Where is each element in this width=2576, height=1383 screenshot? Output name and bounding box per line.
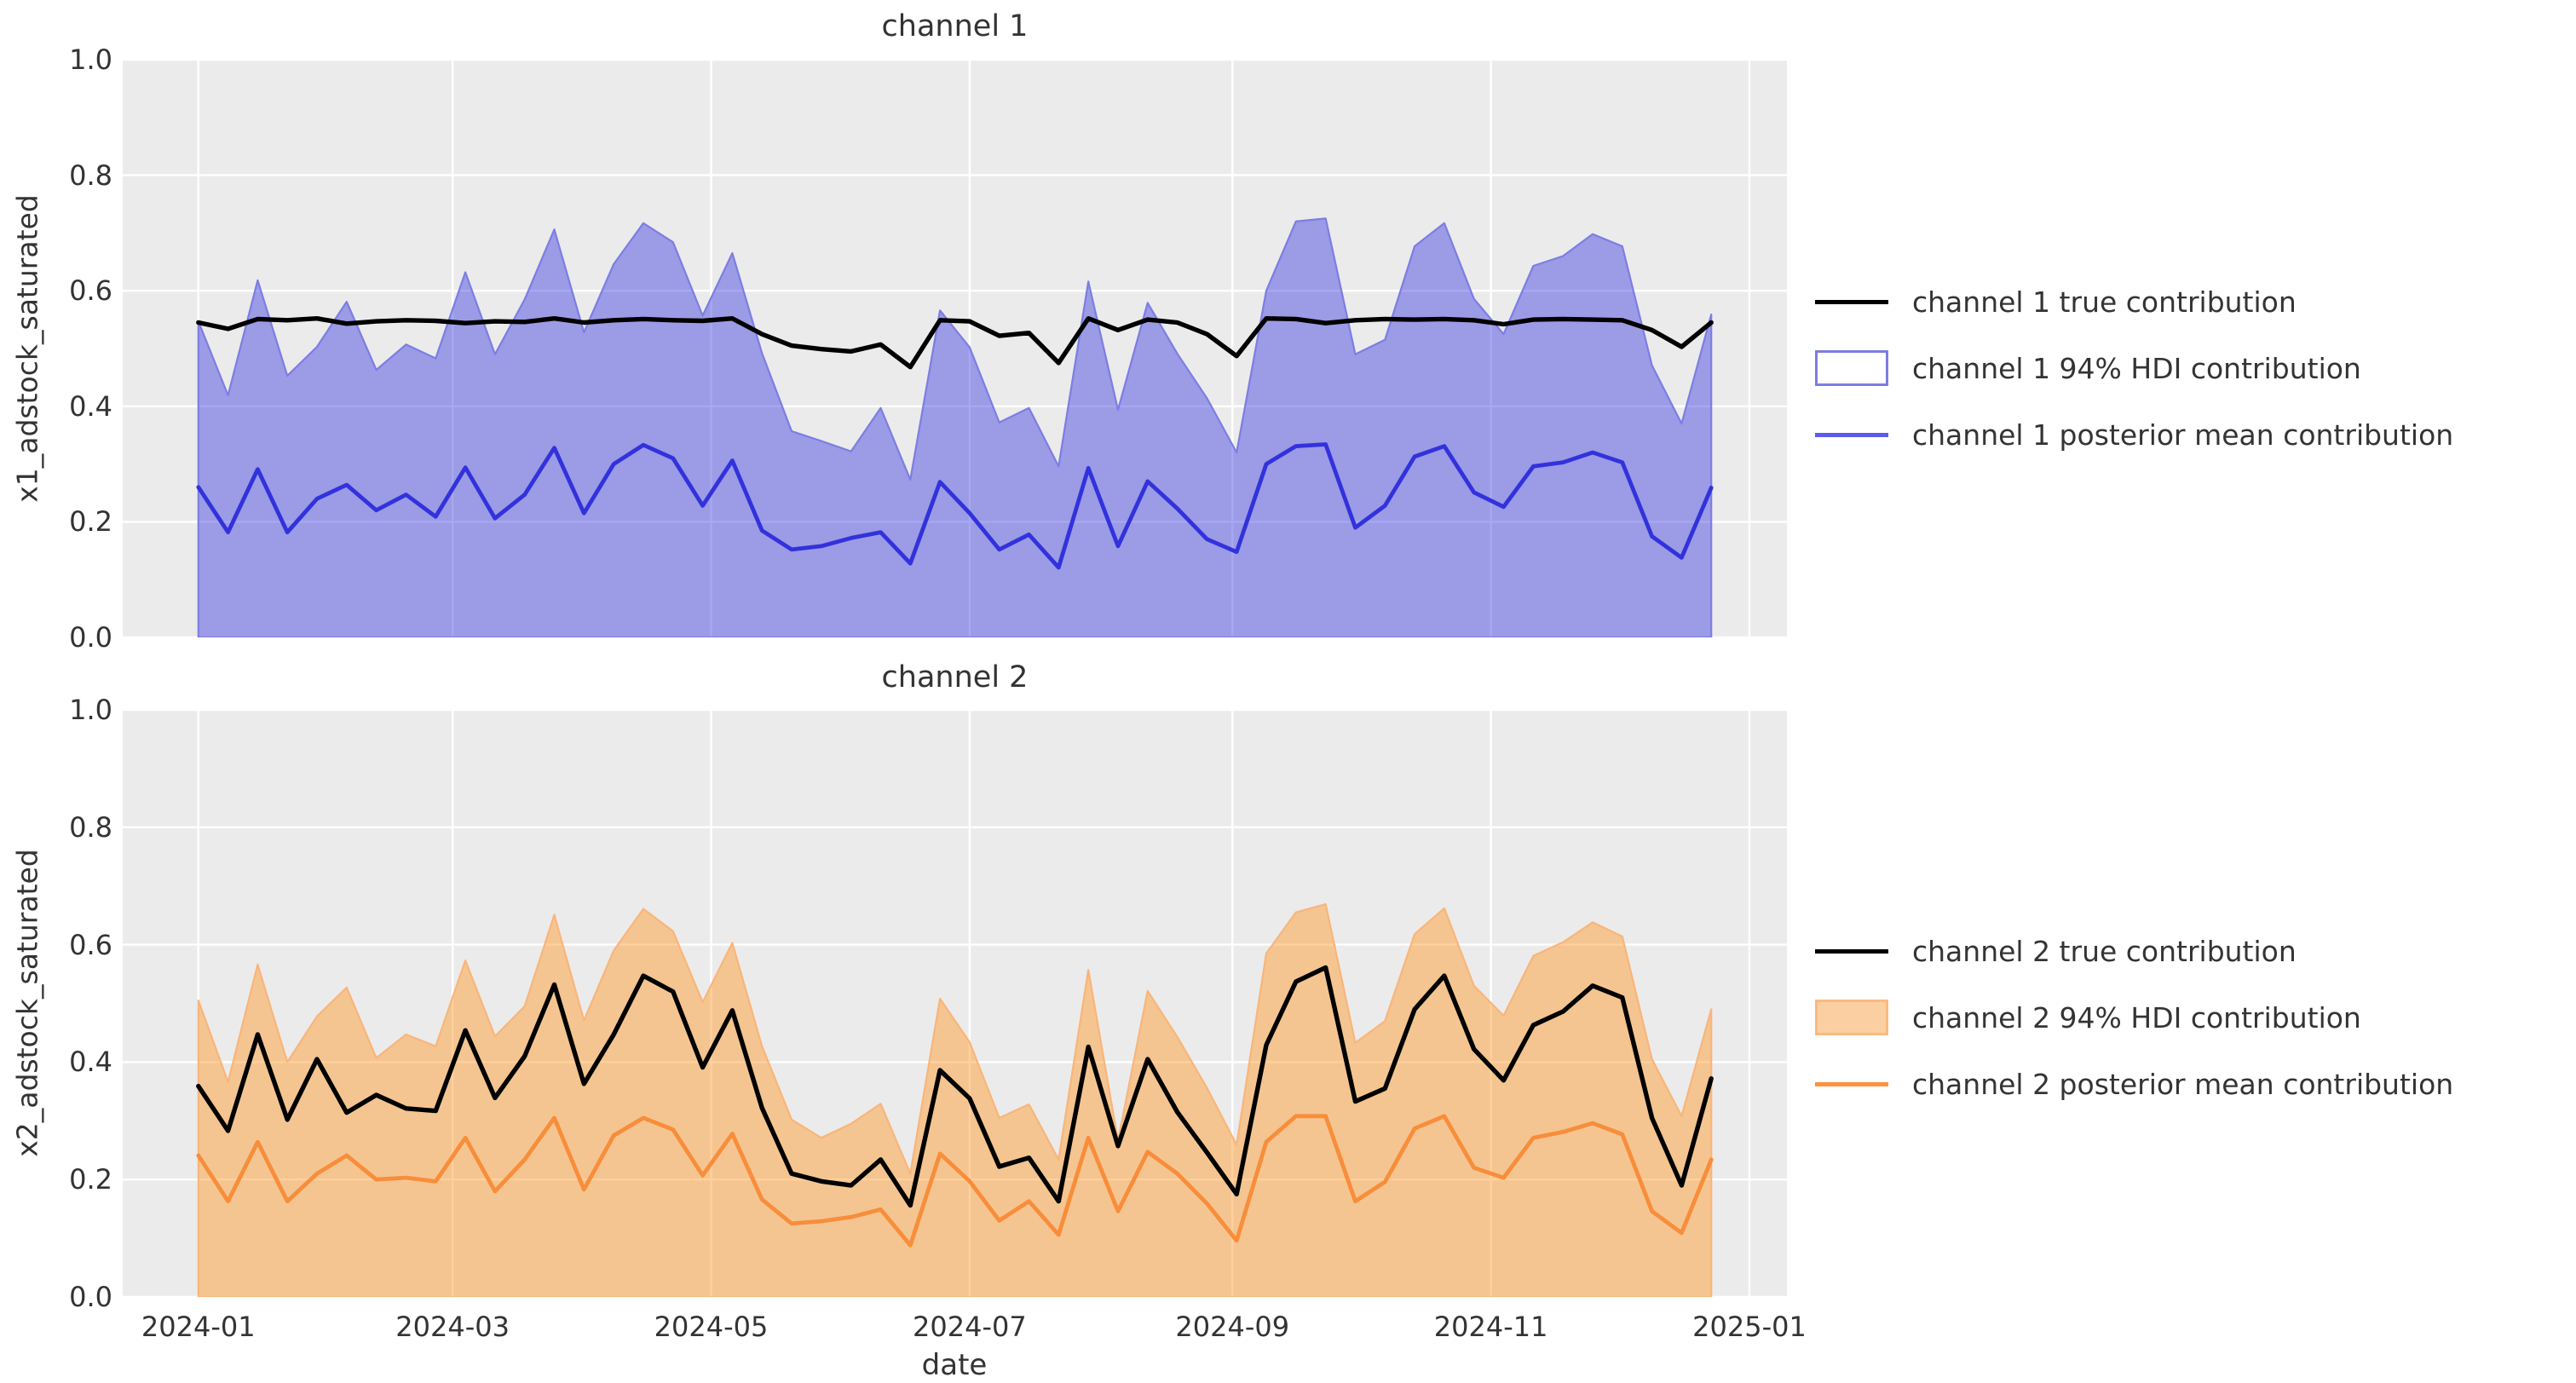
legend-item-posterior-mean-contribution: channel 2 posterior mean contribution xyxy=(1815,1051,2453,1117)
legend-label: channel 1 posterior mean contribution xyxy=(1912,418,2454,452)
chart2-plot-area xyxy=(123,710,1787,1297)
chart2-title: channel 2 xyxy=(881,660,1029,694)
y-tick-label: 0.0 xyxy=(69,1281,112,1313)
x-tick-label: 2024-11 xyxy=(1433,1311,1548,1343)
legend-label: channel 2 true contribution xyxy=(1912,934,2297,968)
y-tick-label: 0.8 xyxy=(69,158,112,192)
y-tick-label: 1.0 xyxy=(69,43,112,76)
y-tick-label: 0.6 xyxy=(69,928,112,961)
x-tick-label: 2025-01 xyxy=(1692,1311,1807,1343)
orange-line-sample-icon xyxy=(1815,1081,1888,1086)
chart1-plot-area xyxy=(123,60,1787,637)
y-tick-label: 0.0 xyxy=(69,621,112,654)
hdi-band-swatch-icon xyxy=(1815,1000,1888,1035)
y-tick-label: 0.8 xyxy=(69,810,112,844)
chart2-legend: channel 2 true contribution channel 2 94… xyxy=(1815,918,2453,1117)
legend-item-true-contribution: channel 1 true contribution xyxy=(1815,268,2453,335)
chart2-y-axis-label: x2_adstock_saturated xyxy=(10,849,44,1157)
x-tick-label: 2024-05 xyxy=(654,1311,769,1343)
chart1-title: channel 1 xyxy=(881,9,1029,43)
chart1-legend: channel 1 true contribution channel 1 94… xyxy=(1815,268,2453,468)
legend-label: channel 2 posterior mean contribution xyxy=(1912,1067,2454,1101)
legend-item-hdi-contribution: channel 2 94% HDI contribution xyxy=(1815,984,2453,1051)
x-tick-label: 2024-09 xyxy=(1175,1311,1290,1343)
x-tick-label: 2024-01 xyxy=(141,1311,256,1343)
x-axis-label: date xyxy=(921,1348,988,1382)
legend-item-posterior-mean-contribution: channel 1 posterior mean contribution xyxy=(1815,401,2453,468)
x-tick-label: 2024-07 xyxy=(913,1311,1027,1343)
chart1-y-axis-label: x1_adstock_saturated xyxy=(10,194,44,503)
y-tick-label: 1.0 xyxy=(69,694,112,726)
legend-label: channel 1 true contribution xyxy=(1912,285,2297,319)
y-tick-label: 0.4 xyxy=(69,1046,112,1079)
y-tick-label: 0.4 xyxy=(69,389,112,423)
y-tick-label: 0.6 xyxy=(69,274,112,308)
black-line-sample-icon xyxy=(1815,948,1888,954)
x-tick-label: 2024-03 xyxy=(395,1311,510,1343)
hdi-band-swatch-icon xyxy=(1815,350,1888,386)
legend-item-true-contribution: channel 2 true contribution xyxy=(1815,918,2453,984)
legend-label: channel 2 94% HDI contribution xyxy=(1912,1000,2361,1034)
black-line-sample-icon xyxy=(1815,299,1888,304)
blue-line-sample-icon xyxy=(1815,432,1888,437)
legend-item-hdi-contribution: channel 1 94% HDI contribution xyxy=(1815,335,2453,401)
y-tick-label: 0.2 xyxy=(69,1163,112,1196)
legend-label: channel 1 94% HDI contribution xyxy=(1912,351,2361,385)
y-tick-label: 0.2 xyxy=(69,505,112,539)
